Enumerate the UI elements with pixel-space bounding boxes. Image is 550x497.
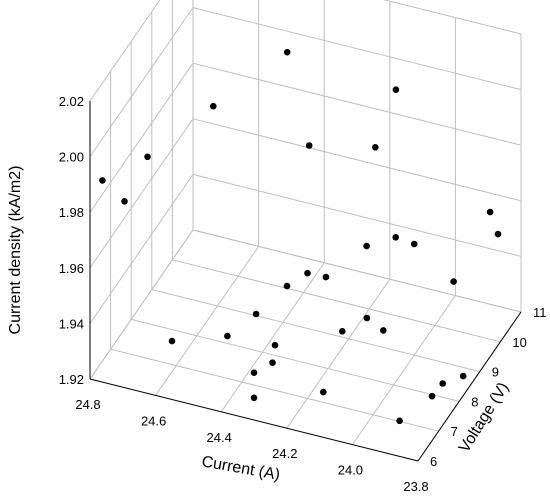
z-tick-label: 1.98 <box>59 205 84 220</box>
z-tick-label: 2.02 <box>59 94 84 109</box>
back-wall-grid-line <box>192 173 522 257</box>
y-tick-label: 6 <box>430 454 437 469</box>
data-point <box>363 242 370 250</box>
data-point <box>428 392 436 400</box>
side-wall-grid-line <box>89 229 194 380</box>
data-point <box>99 177 106 184</box>
data-point <box>168 337 176 345</box>
back-wall-grid-line <box>192 229 522 313</box>
x-axis-title: Current (A) <box>200 453 281 483</box>
data-point <box>144 153 151 161</box>
y-tick-label: 9 <box>492 365 499 380</box>
z-tick-label: 1.96 <box>59 261 84 276</box>
data-point <box>283 48 291 56</box>
y-tick-label: 7 <box>451 424 458 439</box>
data-point <box>210 102 217 110</box>
data-point <box>380 327 387 334</box>
data-point <box>450 278 457 285</box>
floor-grid-line <box>155 246 260 396</box>
y-axis-line <box>417 311 522 462</box>
x-tick-label: 24.2 <box>272 446 297 461</box>
x-tick-label: 24.0 <box>338 463 363 478</box>
z-axis-title: Current density (kA/m2) <box>7 166 24 335</box>
data-point <box>121 198 128 205</box>
side-wall-grid-line <box>89 7 194 157</box>
x-tick-label: 23.8 <box>403 479 428 494</box>
data-point <box>224 332 231 340</box>
data-point <box>363 314 371 322</box>
side-wall-grid-line <box>89 174 194 324</box>
y-tick-label: 11 <box>533 305 547 320</box>
data-point <box>322 273 330 281</box>
z-tick-label: 1.94 <box>59 316 84 331</box>
data-point <box>486 208 494 216</box>
back-wall-grid-line <box>192 118 522 202</box>
data-point <box>252 310 260 318</box>
floor-grid-line <box>351 295 456 445</box>
data-point <box>283 282 291 290</box>
side-wall-grid-line <box>89 0 161 102</box>
y-tick-label: 10 <box>512 335 526 350</box>
data-point <box>269 359 276 367</box>
x-axis-line <box>89 378 419 462</box>
z-tick-label: 1.92 <box>59 372 84 387</box>
grid <box>89 0 522 462</box>
side-wall-grid-line <box>89 118 194 269</box>
data-point <box>304 269 311 277</box>
floor-grid-line <box>131 318 460 402</box>
data-point <box>250 394 258 402</box>
data-point <box>372 144 379 151</box>
floor-grid-line <box>286 278 391 429</box>
back-wall-grid-line <box>382 0 522 35</box>
data-point <box>392 86 400 93</box>
data-point <box>459 372 467 380</box>
y-tick-label: 8 <box>471 394 478 409</box>
data-points <box>99 48 502 425</box>
data-point <box>396 417 403 425</box>
data-point <box>339 328 346 335</box>
data-point <box>410 240 418 248</box>
data-point <box>305 142 313 149</box>
z-tick-label: 2.00 <box>59 150 84 165</box>
data-point <box>392 234 400 241</box>
floor-grid-line <box>172 259 501 343</box>
floor-grid-line <box>220 262 325 413</box>
data-point <box>439 380 447 387</box>
data-point <box>494 230 502 238</box>
data-point <box>250 369 258 377</box>
x-tick-label: 24.4 <box>207 430 232 445</box>
back-wall-grid-line <box>192 62 522 146</box>
y-axis-title: Voltage (V) <box>456 380 512 456</box>
data-point <box>320 388 327 396</box>
back-wall-grid-line <box>192 7 522 91</box>
x-tick-label: 24.6 <box>141 413 166 428</box>
floor-grid-line <box>151 289 480 373</box>
x-tick-label: 24.8 <box>75 397 100 412</box>
data-point <box>271 341 279 349</box>
side-wall-grid-line <box>89 62 194 213</box>
axes <box>89 101 522 462</box>
floor-grid-line <box>110 348 439 432</box>
